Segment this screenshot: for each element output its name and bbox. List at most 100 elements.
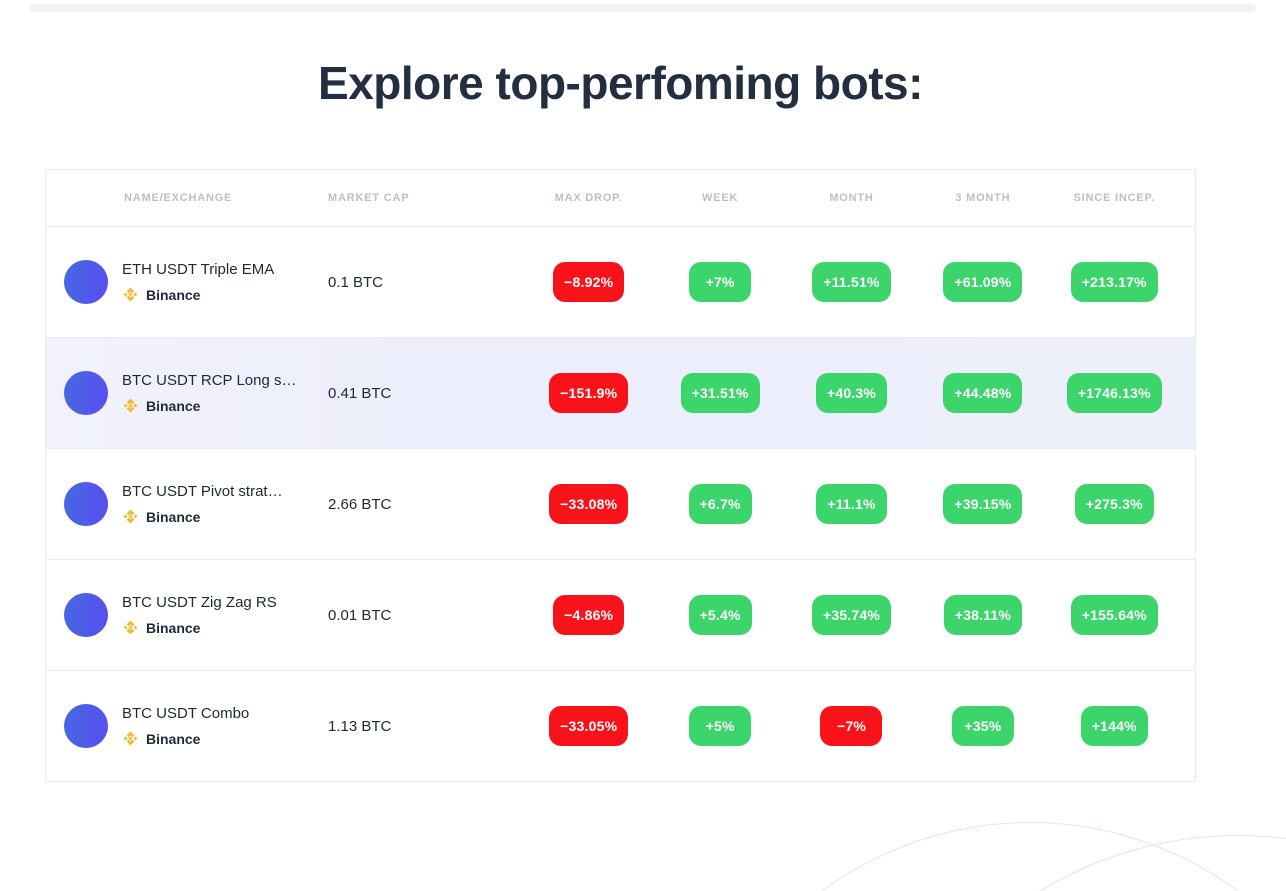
exchange-label: Binance — [146, 397, 201, 414]
since-incep-cell: +275.3% — [1049, 484, 1180, 524]
exchange-label: Binance — [146, 508, 201, 525]
since-incep-cell: +155.64% — [1049, 595, 1180, 635]
bot-name-block: BTC USDT Zig Zag RS Binance — [122, 594, 277, 636]
week-cell: +7% — [654, 262, 785, 302]
top-divider-strip — [30, 4, 1256, 12]
three-month-cell: +38.11% — [917, 595, 1048, 635]
bot-avatar — [64, 371, 108, 415]
binance-icon — [123, 731, 138, 746]
title-wrap: Explore top-perfoming bots: — [45, 56, 1196, 110]
max-drop-cell: −33.08% — [523, 484, 654, 524]
bot-name: BTC USDT RCP Long s… — [122, 372, 297, 389]
max-drop-cell: −4.86% — [523, 595, 654, 635]
exchange-line: Binance — [122, 286, 274, 303]
exchange-line: Binance — [122, 619, 277, 636]
week-cell: +6.7% — [654, 484, 785, 524]
max-drop-badge: −4.86% — [553, 595, 625, 635]
column-header-market-cap: MARKET CAP — [328, 192, 410, 204]
table-header-row: NAME/EXCHANGE MARKET CAP MAX DROP. WEEK … — [46, 170, 1195, 226]
month-badge: −7% — [820, 706, 883, 746]
since-incep-cell: +1746.13% — [1049, 373, 1180, 413]
three-month-badge: +61.09% — [943, 262, 1023, 302]
table-row[interactable]: ETH USDT Triple EMA Binance 0.1 BTC −8.9… — [46, 226, 1195, 337]
bot-avatar — [64, 260, 108, 304]
max-drop-badge: −33.05% — [549, 706, 629, 746]
bot-name: BTC USDT Pivot strat… — [122, 483, 283, 500]
month-cell: +11.51% — [786, 262, 917, 302]
bot-name: ETH USDT Triple EMA — [122, 261, 275, 278]
bot-avatar — [64, 482, 108, 526]
three-month-badge: +35% — [951, 706, 1014, 746]
market-cap-value: 0.41 BTC — [328, 384, 392, 402]
three-month-cell: +39.15% — [917, 484, 1048, 524]
bot-avatar — [64, 593, 108, 637]
month-badge: +35.74% — [811, 595, 892, 635]
max-drop-badge: −151.9% — [549, 373, 629, 413]
three-month-cell: +61.09% — [917, 262, 1048, 302]
three-month-cell: +35% — [917, 706, 1048, 746]
bot-name-block: BTC USDT Combo Binance — [122, 705, 249, 747]
week-cell: +5.4% — [654, 595, 785, 635]
bot-name-block: BTC USDT RCP Long s… Binance — [122, 372, 297, 414]
week-badge: +6.7% — [688, 484, 752, 524]
exchange-line: Binance — [122, 508, 283, 525]
binance-icon — [123, 509, 138, 524]
max-drop-cell: −151.9% — [523, 373, 654, 413]
three-month-badge: +44.48% — [943, 373, 1023, 413]
max-drop-badge: −8.92% — [553, 262, 625, 302]
bot-avatar — [64, 704, 108, 748]
market-cap-value: 0.1 BTC — [328, 273, 384, 291]
bot-name-cell: ETH USDT Triple EMA Binance — [46, 260, 328, 304]
bot-name-cell: BTC USDT Pivot strat… Binance — [46, 482, 328, 526]
since-incep-badge: +275.3% — [1074, 484, 1154, 524]
table-row[interactable]: BTC USDT RCP Long s… Binance 0.41 BTC −1… — [46, 337, 1195, 448]
exchange-line: Binance — [122, 730, 249, 747]
binance-icon — [123, 620, 138, 635]
bot-name: BTC USDT Zig Zag RS — [122, 594, 277, 611]
exchange-label: Binance — [146, 286, 201, 303]
month-badge: +11.1% — [816, 484, 887, 524]
three-month-cell: +44.48% — [917, 373, 1048, 413]
market-cap-value: 2.66 BTC — [328, 495, 392, 513]
week-badge: +5% — [689, 706, 752, 746]
column-header-max-drop: MAX DROP. — [554, 192, 623, 204]
month-cell: +40.3% — [786, 373, 917, 413]
column-header-since-incep: SINCE INCEP. — [1073, 192, 1156, 204]
binance-icon — [123, 287, 138, 302]
week-badge: +5.4% — [688, 595, 752, 635]
month-cell: +11.1% — [786, 484, 917, 524]
since-incep-badge: +213.17% — [1070, 262, 1158, 302]
max-drop-badge: −33.08% — [549, 484, 629, 524]
since-incep-badge: +144% — [1080, 706, 1148, 746]
column-header-name-exchange: NAME/EXCHANGE — [124, 192, 233, 204]
max-drop-cell: −33.05% — [523, 706, 654, 746]
page-title: Explore top-perfoming bots: — [318, 57, 923, 109]
exchange-label: Binance — [146, 619, 201, 636]
since-incep-cell: +213.17% — [1049, 262, 1180, 302]
bot-name: BTC USDT Combo — [122, 705, 250, 722]
column-header-3-month: 3 MONTH — [955, 192, 1011, 204]
column-header-month: MONTH — [829, 192, 874, 204]
month-badge: +40.3% — [815, 373, 888, 413]
since-incep-cell: +144% — [1049, 706, 1180, 746]
bots-table: NAME/EXCHANGE MARKET CAP MAX DROP. WEEK … — [45, 169, 1196, 782]
month-cell: +35.74% — [786, 595, 917, 635]
bot-name-block: BTC USDT Pivot strat… Binance — [122, 483, 283, 525]
since-incep-badge: +1746.13% — [1066, 373, 1162, 413]
table-row[interactable]: BTC USDT Zig Zag RS Binance 0.01 BTC −4.… — [46, 559, 1195, 670]
table-row[interactable]: BTC USDT Combo Binance 1.13 BTC −33.05% … — [46, 670, 1195, 781]
bot-name-cell: BTC USDT Combo Binance — [46, 704, 328, 748]
market-cap-value: 0.01 BTC — [328, 606, 392, 624]
max-drop-cell: −8.92% — [523, 262, 654, 302]
column-header-week: WEEK — [701, 192, 739, 204]
week-badge: +31.51% — [680, 373, 760, 413]
exchange-line: Binance — [122, 397, 297, 414]
week-cell: +31.51% — [654, 373, 785, 413]
exchange-label: Binance — [146, 730, 201, 747]
week-cell: +5% — [654, 706, 785, 746]
table-row[interactable]: BTC USDT Pivot strat… Binance 2.66 BTC −… — [46, 448, 1195, 559]
binance-icon — [123, 398, 138, 413]
week-badge: +7% — [689, 262, 752, 302]
month-cell: −7% — [786, 706, 917, 746]
bot-name-cell: BTC USDT Zig Zag RS Binance — [46, 593, 328, 637]
